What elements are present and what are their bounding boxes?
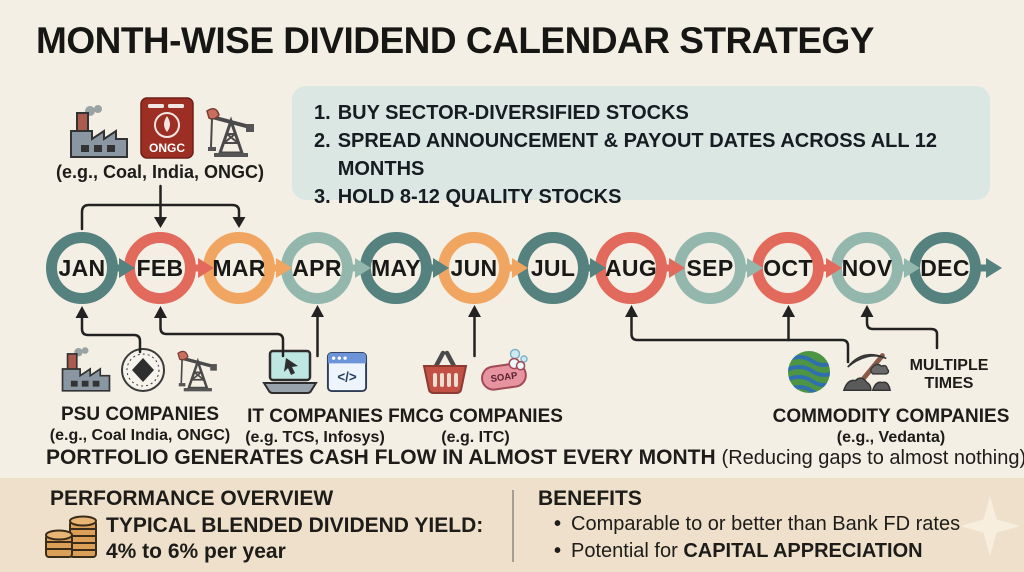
strategy-item-number: 2. xyxy=(314,130,331,152)
timeline-arrow-icon xyxy=(264,258,292,278)
month-jul: JUL xyxy=(517,232,589,304)
strategy-item-number: 1. xyxy=(314,102,331,124)
sector-name: FMCG COMPANIES xyxy=(388,406,563,427)
timeline-arrow-icon xyxy=(186,258,214,278)
month-label: JUL xyxy=(530,254,576,281)
page-title: MONTH-WISE DIVIDEND CALENDAR STRATEGY xyxy=(36,20,874,61)
sector-psu: PSU COMPANIES (e.g., Coal India, ONGC) xyxy=(40,345,240,445)
basket-icon xyxy=(420,349,470,400)
multiple-times-badge: MULTIPLE TIMES xyxy=(909,356,989,392)
month-feb: FEB xyxy=(124,232,196,304)
ongc-logo: ONGC xyxy=(140,97,194,164)
sector-caption: (e.g. ITC) xyxy=(441,429,510,446)
timeline-arrow-icon xyxy=(107,258,135,278)
svg-text:</>: </> xyxy=(337,370,357,385)
laptop-icon xyxy=(262,349,318,400)
strategy-item: 2. SPREAD ANNOUNCEMENT & PAYOUT DATES AC… xyxy=(314,127,968,183)
code-window-icon: </> xyxy=(326,349,368,400)
month-label: MAR xyxy=(212,254,266,281)
portfolio-note-light: (Reducing gaps to almost nothing) xyxy=(721,447,1024,469)
month-label: FEB xyxy=(136,254,184,281)
vedanta-logo xyxy=(786,349,832,400)
month-nov: NOV xyxy=(831,232,903,304)
sector-commodity: MULTIPLE TIMES COMMODITY COMPANIES (e.g.… xyxy=(773,349,1009,447)
coins-icon xyxy=(44,513,98,568)
timeline-arrow-icon xyxy=(343,258,371,278)
sector-caption: (e.g. TCS, Infosys) xyxy=(245,429,385,446)
strategy-item: 3. HOLD 8-12 QUALITY STOCKS xyxy=(314,183,968,211)
sector-it: </> IT COMPANIES (e.g. TCS, Infosys) xyxy=(235,349,395,447)
month-label: JAN xyxy=(58,254,106,281)
month-label: OCT xyxy=(763,254,813,281)
pumpjack-icon xyxy=(204,101,256,164)
sector-name: PSU COMPANIES xyxy=(60,404,219,425)
month-label: APR xyxy=(292,254,342,281)
soap-icon: SOAP xyxy=(478,347,532,400)
pumpjack-icon xyxy=(174,345,220,398)
bullet-icon: • xyxy=(554,513,562,535)
sector-caption: (e.g., Coal India, ONGC) xyxy=(49,427,231,444)
timeline-arrow-icon xyxy=(735,258,763,278)
svg-text:ONGC: ONGC xyxy=(149,141,185,155)
factory-icon xyxy=(68,103,130,164)
strategy-item-text: SPREAD ANNOUNCEMENT & PAYOUT DATES ACROS… xyxy=(337,130,938,180)
psu-callout-caption: (e.g., Coal, India, ONGC) xyxy=(55,162,264,182)
benefit-text: Comparable to or better than Bank FD rat… xyxy=(571,513,961,535)
timeline-arrow-icon xyxy=(500,258,528,278)
factory-icon xyxy=(60,345,112,398)
benefit-item: • Comparable to or better than Bank FD ra… xyxy=(554,513,960,536)
performance-heading: PERFORMANCE OVERVIEW xyxy=(50,487,334,510)
yield-line1: TYPICAL BLENDED DIVIDEND YIELD: xyxy=(106,514,484,537)
sector-name: IT COMPANIES xyxy=(247,406,383,427)
month-label: NOV xyxy=(841,254,893,281)
sector-fmcg: SOAP FMCG COMPANIES (e.g. ITC) xyxy=(388,347,563,447)
benefit-item: • Potential for CAPITAL APPRECIATION xyxy=(554,540,923,563)
month-label: SEP xyxy=(686,254,734,281)
timeline-arrow-icon xyxy=(892,258,920,278)
sector-name: COMMODITY COMPANIES xyxy=(772,406,1010,427)
month-label: DEC xyxy=(920,254,970,281)
timeline-arrow-icon xyxy=(578,258,606,278)
pickaxe-icon xyxy=(840,345,894,400)
benefit-text-prefix: Potential for xyxy=(571,540,684,562)
benefits-heading: BENEFITS xyxy=(538,487,642,510)
timeline-arrow-icon xyxy=(421,258,449,278)
month-label: JUN xyxy=(450,254,498,281)
footer-divider xyxy=(512,490,514,562)
portfolio-note-bold: PORTFOLIO GENERATES CASH FLOW IN ALMOST … xyxy=(46,446,716,469)
yield-line2: 4% to 6% per year xyxy=(106,540,286,563)
svg-text:SOAP: SOAP xyxy=(489,370,518,385)
benefit-text-bold: CAPITAL APPRECIATION xyxy=(683,540,923,562)
strategy-item-number: 3. xyxy=(314,186,331,208)
timeline-arrow-icon xyxy=(814,258,842,278)
bullet-icon: • xyxy=(554,540,562,562)
dividend-yield-text: TYPICAL BLENDED DIVIDEND YIELD: 4% to 6%… xyxy=(106,513,483,565)
strategy-box: 1. BUY SECTOR-DIVERSIFIED STOCKS 2. SPRE… xyxy=(292,86,990,208)
coal-india-logo xyxy=(120,347,166,398)
timeline-arrow-icon xyxy=(657,258,685,278)
timeline-arrow-icon xyxy=(974,258,1002,278)
month-label: AUG xyxy=(605,254,658,281)
psu-callout-icons: ONGC xyxy=(68,97,258,164)
strategy-item-text: BUY SECTOR-DIVERSIFIED STOCKS xyxy=(337,102,689,124)
month-label: MAY xyxy=(371,254,421,281)
strategy-item: 1. BUY SECTOR-DIVERSIFIED STOCKS xyxy=(314,99,968,127)
portfolio-note: PORTFOLIO GENERATES CASH FLOW IN ALMOST … xyxy=(46,446,1024,470)
sector-caption: (e.g., Vedanta) xyxy=(836,429,946,446)
strategy-item-text: HOLD 8-12 QUALITY STOCKS xyxy=(337,186,622,208)
